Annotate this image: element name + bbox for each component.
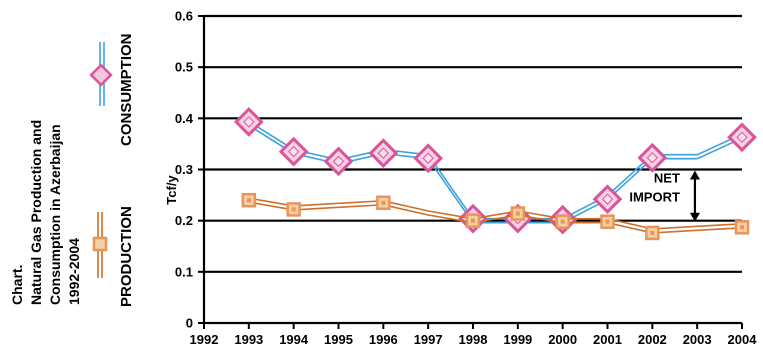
x-tick-label: 1993 <box>234 332 263 347</box>
data-point-inner-consumption <box>601 193 614 205</box>
data-point-inner-consumption <box>422 152 434 164</box>
y-tick-label: 0.6 <box>175 9 193 24</box>
data-point-inner-consumption <box>288 145 300 158</box>
chart-title-line: 1992-2004 <box>66 238 82 305</box>
legend-label-consumption: CONSUMPTION <box>118 34 135 147</box>
data-point-inner-production <box>515 211 520 216</box>
net-import-arrowhead <box>689 212 700 222</box>
chart-title-line: Consumption in Azerbaijan <box>47 124 63 305</box>
data-point-inner-production <box>291 207 296 212</box>
y-tick-label: 0.4 <box>175 111 194 126</box>
y-axis-label: Tcf/y <box>164 175 179 205</box>
net-import-label: NET <box>654 170 680 185</box>
x-tick-label: 2002 <box>638 332 667 347</box>
x-ticks: 1992 1993 1994 1995 1996 1997 1998 1999 2000 2001… <box>190 323 758 347</box>
y-tick-label: 0 <box>186 316 193 331</box>
data-point-inner-consumption <box>377 147 389 159</box>
data-point-inner-production <box>650 230 655 235</box>
data-point-inner-consumption <box>736 131 748 143</box>
series-layer <box>233 107 757 241</box>
x-tick-label: 1998 <box>459 332 488 347</box>
data-point-inner-production <box>381 200 386 205</box>
net-import-arrowhead <box>689 170 700 180</box>
x-tick-label: 2001 <box>593 332 622 347</box>
x-tick-label: 1994 <box>279 332 309 347</box>
series-production <box>241 192 750 241</box>
x-tick-label: 1992 <box>190 332 219 347</box>
x-tick-label: 1999 <box>503 332 532 347</box>
net-import-annotation: NET IMPORT <box>629 170 700 222</box>
data-point-inner-production <box>560 219 565 224</box>
data-point-inner-consumption <box>243 116 255 128</box>
data-point-inner-consumption <box>646 152 658 164</box>
series-line-production <box>248 197 743 230</box>
chart-title: Chart. Natural Gas Production and Consum… <box>9 120 82 305</box>
legend-item-consumption: CONSUMPTION <box>89 34 135 147</box>
y-ticks: 0 0.1 0.2 0.3 0.4 0.5 0.6 <box>175 9 204 331</box>
data-point-inner-production <box>471 218 475 223</box>
legend-marker-production <box>92 236 108 252</box>
x-tick-label: 2003 <box>683 332 712 347</box>
y-tick-label: 0.5 <box>175 60 193 75</box>
data-point-inner-production <box>740 225 744 230</box>
chart-title-line: Natural Gas Production and <box>28 120 44 305</box>
x-tick-label: 1995 <box>324 332 353 347</box>
legend-item-production: PRODUCTION <box>92 206 135 307</box>
y-tick-label: 0.1 <box>175 264 193 279</box>
y-tick-label: 0.2 <box>175 213 193 228</box>
x-tick-label: 2004 <box>728 332 758 347</box>
legend-marker-consumption <box>89 63 113 87</box>
x-tick-label: 1997 <box>414 332 443 347</box>
net-import-label: IMPORT <box>629 189 680 204</box>
y-tick-label: 0.3 <box>175 162 193 177</box>
legend: CONSUMPTION PRODUCTION <box>89 34 135 307</box>
series-line-production <box>248 201 743 234</box>
data-point-inner-production <box>246 198 251 203</box>
x-tick-label: 1996 <box>369 332 398 347</box>
x-tick-label: 2000 <box>548 332 577 347</box>
chart-title-line: Chart. <box>9 265 25 305</box>
data-point-inner-production <box>605 219 610 224</box>
data-point-inner-consumption <box>332 155 345 167</box>
legend-label-production: PRODUCTION <box>118 206 135 307</box>
